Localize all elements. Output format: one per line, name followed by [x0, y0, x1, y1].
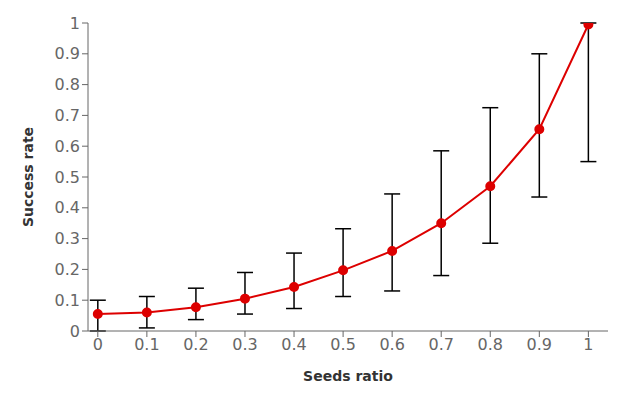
svg-text:Seeds ratio: Seeds ratio [303, 368, 393, 384]
svg-text:0.2: 0.2 [183, 335, 208, 354]
svg-text:0.4: 0.4 [55, 198, 80, 217]
svg-text:0.6: 0.6 [55, 137, 80, 156]
svg-text:0.5: 0.5 [55, 168, 80, 187]
svg-text:1: 1 [583, 335, 593, 354]
svg-text:0: 0 [70, 322, 80, 341]
svg-text:0.1: 0.1 [134, 335, 159, 354]
svg-text:0.8: 0.8 [55, 75, 80, 94]
svg-text:1: 1 [70, 14, 80, 33]
svg-text:0.6: 0.6 [379, 335, 404, 354]
svg-text:0.9: 0.9 [55, 44, 80, 63]
svg-text:0.8: 0.8 [478, 335, 503, 354]
svg-text:0.3: 0.3 [232, 335, 257, 354]
svg-text:0.1: 0.1 [55, 291, 80, 310]
svg-text:0: 0 [93, 335, 103, 354]
svg-text:Success rate: Success rate [20, 127, 36, 227]
svg-text:0.7: 0.7 [55, 106, 80, 125]
svg-text:0.5: 0.5 [330, 335, 355, 354]
svg-text:0.2: 0.2 [55, 260, 80, 279]
svg-text:0.7: 0.7 [428, 335, 453, 354]
svg-text:0.3: 0.3 [55, 229, 80, 248]
svg-text:0.9: 0.9 [527, 335, 552, 354]
svg-text:0.4: 0.4 [281, 335, 306, 354]
